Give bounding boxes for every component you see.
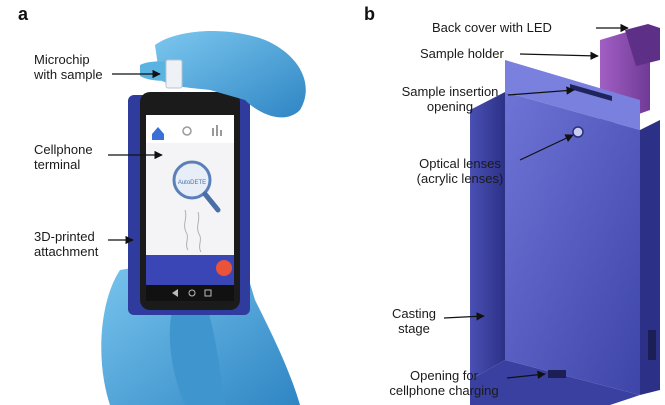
label-cellphone-line1: Cellphone <box>34 142 93 157</box>
box-back-wall <box>505 60 640 130</box>
label-insertion: Sample insertion opening <box>392 84 508 114</box>
home-nav-icon <box>188 289 196 297</box>
label-sample-holder-line1: Sample holder <box>420 46 504 61</box>
arrow-casting <box>443 312 485 321</box>
label-casting-line2: stage <box>398 321 430 336</box>
label-cellphone: Cellphone terminal <box>34 142 93 172</box>
cell-trace-2 <box>197 211 202 253</box>
panel-a-letter: a <box>18 4 29 24</box>
cell-trace <box>184 209 189 251</box>
arrow-insertion <box>507 86 575 96</box>
label-attachment-line1: 3D-printed <box>34 229 95 244</box>
side-cutout <box>648 330 656 360</box>
optical-lens <box>572 126 584 138</box>
label-lenses: Optical lenses (acrylic lenses) <box>400 156 520 186</box>
label-attachment-line2: attachment <box>34 244 99 259</box>
label-cellphone-line2: terminal <box>34 157 81 172</box>
upper-glove-hand <box>155 30 306 118</box>
label-lenses-line1: Optical lenses <box>419 156 501 171</box>
label-casting: Casting stage <box>384 306 444 336</box>
label-insertion-line2: opening <box>426 99 474 114</box>
recent-nav-icon <box>204 289 212 297</box>
label-back-cover-line1: Back cover with LED <box>432 20 552 35</box>
panel-b-illustration <box>470 24 660 405</box>
label-insertion-line1: Sample insertion <box>401 84 499 99</box>
back-nav-icon <box>172 289 178 297</box>
box-front-face <box>505 92 640 395</box>
label-microchip-line1: Microchip <box>34 52 90 67</box>
record-button-icon <box>216 260 232 276</box>
home-icon <box>152 127 164 140</box>
magnifier-logo <box>172 160 212 200</box>
arrow-lenses <box>519 134 574 161</box>
panel-b-letter: b <box>364 4 375 24</box>
panel-a-illustration: AutoDETE <box>101 30 306 405</box>
arrow-sample-holder <box>519 51 599 61</box>
label-charging: Opening for cellphone charging <box>378 368 510 398</box>
label-attachment: 3D-printed attachment <box>34 229 98 259</box>
casting-stage-tray <box>470 360 640 405</box>
magnifier-handle <box>202 191 221 213</box>
label-charging-line2: cellphone charging <box>389 383 499 398</box>
label-casting-line1: Casting <box>391 306 437 321</box>
nav-bar <box>146 285 234 301</box>
label-microchip-line2: with sample <box>34 67 103 82</box>
label-charging-line1: Opening for <box>410 368 478 383</box>
back-cover-led <box>625 24 660 66</box>
label-back-cover: Back cover with LED <box>432 20 552 35</box>
screen-logo-text: AutoDETE <box>178 180 206 186</box>
sample-insertion-slot <box>570 84 612 101</box>
label-lenses-line2: (acrylic lenses) <box>416 171 504 186</box>
arrow-charging <box>506 370 546 379</box>
chart-icon <box>212 125 222 136</box>
label-sample-holder: Sample holder <box>420 46 504 61</box>
lower-glove-thumb <box>169 300 225 405</box>
microchip <box>165 59 183 89</box>
charging-opening <box>548 370 566 378</box>
box-right-wall <box>640 120 660 395</box>
search-icon <box>182 126 192 136</box>
label-microchip: Microchip with sample <box>34 52 103 82</box>
box-left-wall <box>470 92 505 380</box>
